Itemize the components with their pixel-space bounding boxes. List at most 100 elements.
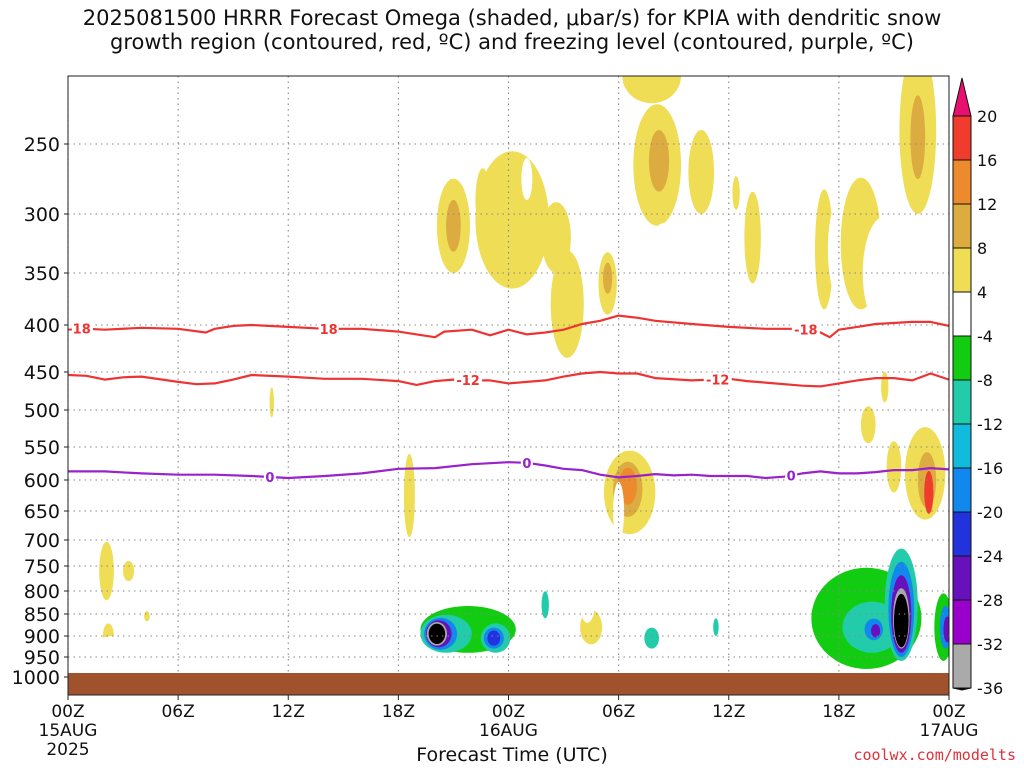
contour-label-0: 0 <box>265 471 274 486</box>
x-tick-label: 12Z <box>272 702 305 722</box>
ground-layer <box>68 673 949 695</box>
omega-feature-44 <box>144 610 150 622</box>
y-tick-label: 950 <box>24 647 60 669</box>
colorbar-bin-12 <box>952 159 972 205</box>
colorbar: 20 16 12 8 4 -4 -8 -12 -16 -20 -24 -28 -32 -36 <box>952 77 1003 698</box>
y-tick-label: 1000 <box>12 667 60 689</box>
contour-label-bg-2-1 <box>520 455 533 470</box>
colorbar-label: -20 <box>977 503 1003 522</box>
colorbar-label: 12 <box>977 195 997 214</box>
contour-label-bg-0-0 <box>68 321 94 336</box>
omega-feature-55 <box>249 656 261 666</box>
contour-line-0 <box>68 461 949 480</box>
colorbar-bin--28 <box>952 555 972 601</box>
omega-feature-20 <box>805 76 832 124</box>
y-tick-label: 450 <box>24 362 60 384</box>
x-tick-date: 17AUG <box>920 721 979 741</box>
colorbar-bin-4 <box>952 247 972 293</box>
omega-feature-39 <box>860 406 876 444</box>
y-tick-label: 500 <box>24 400 60 422</box>
omega-feature-88 <box>369 652 392 662</box>
omega-feature-4 <box>475 151 549 289</box>
colorbar-label: 16 <box>977 151 997 170</box>
omega-feature-68 <box>541 591 549 619</box>
omega-feature-45 <box>218 353 223 422</box>
omega-feature-66 <box>487 630 501 646</box>
colorbar-bin-16 <box>952 115 972 161</box>
x-tick-label: 00Z <box>932 702 965 722</box>
colorbar-bin--16 <box>952 423 972 469</box>
omega-feature-29 <box>444 276 463 354</box>
omega-feature-27 <box>923 287 938 363</box>
omega-feature-47 <box>262 496 278 561</box>
contour-label--18: -18 <box>794 324 818 339</box>
contour-label-bg-1-1 <box>703 372 732 387</box>
omega-feature-79 <box>870 624 881 638</box>
colorbar-label: 4 <box>977 283 987 302</box>
y-tick-label: 350 <box>24 263 60 285</box>
omega-feature-46 <box>269 387 274 418</box>
omega-feature-24 <box>862 216 907 330</box>
x-tick-label: 18Z <box>382 702 415 722</box>
contour-label-bg-1-0 <box>454 373 483 388</box>
temperature-contours: -18 18 -18 -12 -12 0 0 0 <box>68 314 949 486</box>
y-tick-label: 550 <box>24 437 60 459</box>
colorbar-label: -24 <box>977 547 1003 566</box>
omega-feature-6 <box>521 158 533 200</box>
omega-feature-18 <box>732 176 740 210</box>
contour-label-0: 0 <box>522 457 531 472</box>
omega-feature-17 <box>744 191 761 284</box>
colorbar-label: -4 <box>977 327 993 346</box>
x-tick-year: 2025 <box>46 740 89 760</box>
omega-feature-87 <box>943 616 949 643</box>
omega-shading <box>82 76 949 671</box>
x-tick-label: 18Z <box>822 702 855 722</box>
contour-label-bg-0-2 <box>791 322 820 337</box>
omega-feature-70 <box>631 597 694 657</box>
omega-feature-56 <box>313 605 344 649</box>
contour-label--12: -12 <box>706 373 730 388</box>
omega-feature-50 <box>374 607 386 634</box>
contour-label-bg-2-2 <box>785 468 798 483</box>
y-tick-label: 600 <box>24 470 60 492</box>
omega-feature-2 <box>446 199 461 252</box>
omega-feature-74 <box>748 621 760 651</box>
title-line-2: growth region (contoured, red, ºC) and f… <box>110 30 914 54</box>
y-tick-label: 650 <box>24 501 60 523</box>
colorbar-label: -28 <box>977 591 1003 610</box>
x-axis-title: Forecast Time (UTC) <box>416 744 608 766</box>
contour-label-bg-0-1 <box>318 321 339 336</box>
x-tick-date: 16AUG <box>479 721 538 741</box>
omega-feature-13 <box>648 130 670 192</box>
colorbar-bin--20 <box>952 467 972 513</box>
colorbar-bin--12 <box>952 379 972 425</box>
y-tick-label: 700 <box>24 530 60 552</box>
omega-feature-7 <box>589 153 612 191</box>
omega-feature-14 <box>688 130 715 214</box>
omega-feature-49 <box>403 453 415 538</box>
x-tick-label: 00Z <box>51 702 84 722</box>
contour-label--18: 18 <box>320 323 338 338</box>
colorbar-bin--24 <box>952 511 972 557</box>
omega-feature-28 <box>489 350 521 440</box>
colorbar-bin-8 <box>952 203 972 249</box>
y-tick-label: 850 <box>24 604 60 626</box>
title-line-1: 2025081500 HRRR Forecast Omega (shaded, … <box>82 6 942 30</box>
y-tick-label: 800 <box>24 581 60 603</box>
ground-fill <box>68 673 949 695</box>
y-tick-label: 250 <box>24 134 60 156</box>
omega-feature-16 <box>603 353 641 391</box>
grid-lines <box>67 76 950 695</box>
omega-feature-84 <box>893 593 909 648</box>
colorbar-label: -16 <box>977 459 1003 478</box>
colorbar-bin--8 <box>952 335 972 381</box>
contour-label-bg-2-0 <box>263 470 276 485</box>
omega-feature-11 <box>622 76 682 104</box>
omega-feature-40 <box>881 372 889 403</box>
colorbar-bin--36 <box>952 643 972 689</box>
colorbar-bin--4 <box>952 291 972 337</box>
x-tick-label: 06Z <box>161 702 194 722</box>
x-tick-label: 00Z <box>492 702 525 722</box>
